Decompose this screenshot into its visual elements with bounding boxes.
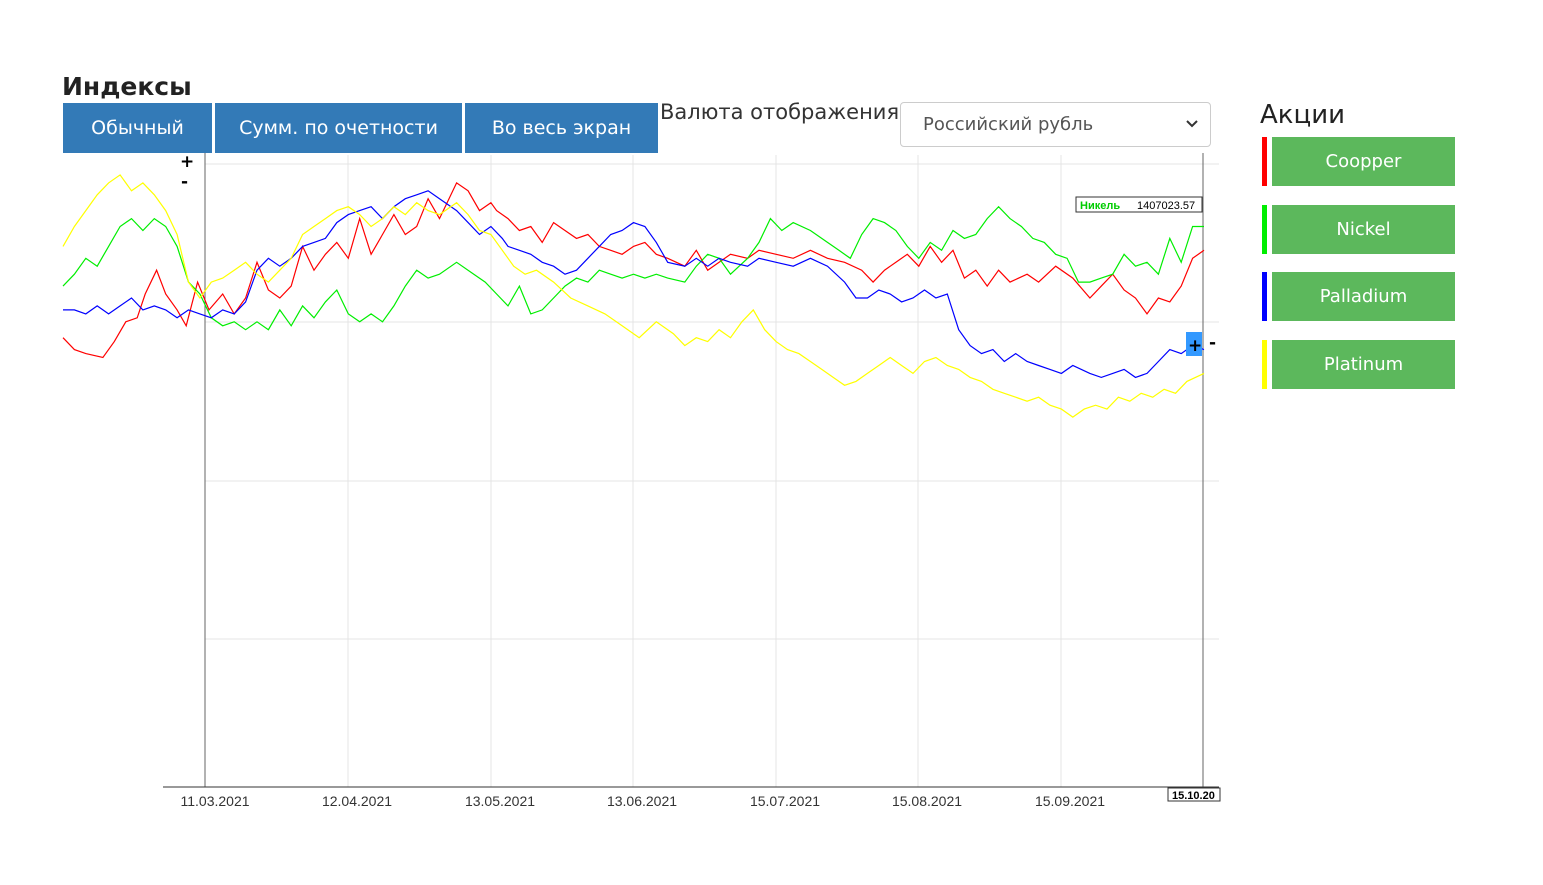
x-tick-label: 12.04.2021 xyxy=(322,793,392,809)
current-date-label: 15.10.20 xyxy=(1172,790,1215,802)
x-axis: 11.03.2021 12.04.2021 13.05.2021 13.06.2021… xyxy=(163,786,1219,809)
nickel-button[interactable]: Nickel xyxy=(1272,205,1455,254)
coopper-color-swatch xyxy=(1262,137,1267,186)
stock-platinum[interactable]: Platinum xyxy=(1262,340,1455,389)
series-nickel-line xyxy=(62,205,1204,331)
platinum-color-swatch xyxy=(1262,340,1267,389)
x-tick-label: 15.09.2021 xyxy=(1035,793,1105,809)
tooltip-label: Никель xyxy=(1080,200,1120,212)
page-title: Индексы xyxy=(62,72,192,101)
right-zoom-plus[interactable]: + xyxy=(1188,336,1202,356)
coopper-button[interactable]: Coopper xyxy=(1272,137,1455,186)
left-zoom-minus[interactable]: - xyxy=(181,172,188,192)
currency-select-value: Российский рубль xyxy=(923,114,1094,135)
left-zoom-plus[interactable]: + xyxy=(180,152,194,172)
platinum-button[interactable]: Platinum xyxy=(1272,340,1455,389)
palladium-color-swatch xyxy=(1262,272,1267,321)
series-platinum-line xyxy=(62,174,1205,418)
stock-nickel[interactable]: Nickel xyxy=(1262,205,1455,254)
x-tick-label: 13.05.2021 xyxy=(465,793,535,809)
fullscreen-button[interactable]: Во весь экран xyxy=(465,103,658,153)
palladium-button[interactable]: Palladium xyxy=(1272,272,1455,321)
x-tick-label: 15.08.2021 xyxy=(892,793,962,809)
currency-label: Валюта отображения xyxy=(660,100,900,124)
x-tick-label: 11.03.2021 xyxy=(180,793,249,809)
tooltip-value: 1407023.57 xyxy=(1137,200,1195,212)
x-tick-label: 13.06.2021 xyxy=(607,793,677,809)
right-zoom-plus-bg[interactable] xyxy=(1186,332,1202,356)
stock-coopper[interactable]: Coopper xyxy=(1262,137,1455,186)
stocks-title: Акции xyxy=(1260,100,1345,130)
nickel-color-swatch xyxy=(1262,205,1267,254)
cumulative-mode-button[interactable]: Сумм. по очетности xyxy=(215,103,462,153)
currency-select[interactable]: Российский рубль xyxy=(900,102,1211,147)
series-palladium-line xyxy=(63,190,1205,379)
right-zoom-minus[interactable]: - xyxy=(1209,333,1216,353)
chevron-down-icon xyxy=(1186,120,1198,128)
current-date-box xyxy=(1167,787,1221,802)
tooltip-box xyxy=(1075,196,1203,213)
x-tick-label: 15.07.2021 xyxy=(750,793,820,809)
stock-palladium[interactable]: Palladium xyxy=(1262,272,1455,321)
chart-series xyxy=(62,174,1205,418)
chart-grid xyxy=(204,153,1219,800)
normal-mode-button[interactable]: Обычный xyxy=(63,103,212,153)
